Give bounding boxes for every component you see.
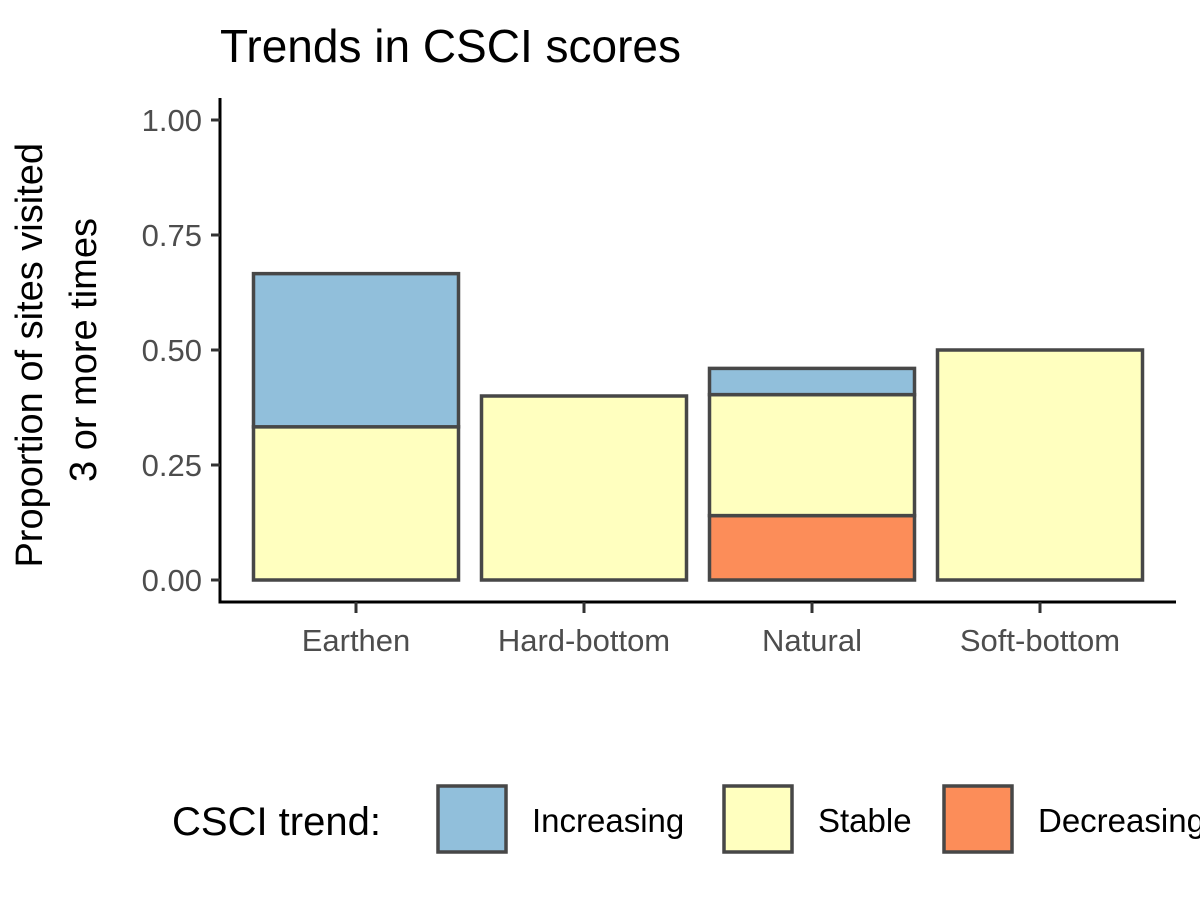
legend-label-increasing: Increasing xyxy=(532,802,684,839)
bar-natural-increasing xyxy=(707,366,917,397)
bar-earthen-stable xyxy=(251,425,461,582)
x-tick-label: Earthen xyxy=(302,623,411,658)
legend-item-increasing: Increasing xyxy=(436,784,684,854)
chart-title: Trends in CSCI scores xyxy=(220,20,681,72)
legend-item-stable: Stable xyxy=(722,784,912,854)
legend-key-stable xyxy=(722,784,794,854)
y-tick-label: 0.00 xyxy=(142,563,202,598)
legend-title: CSCI trend: xyxy=(172,800,381,844)
legend-label-stable: Stable xyxy=(818,802,912,839)
legend: CSCI trend: Increasing Stable Decreasing xyxy=(172,784,1200,854)
y-tick-label: 0.75 xyxy=(142,218,202,253)
x-tick-label: Hard-bottom xyxy=(498,623,670,658)
legend-key-decreasing xyxy=(942,784,1014,854)
y-axis-label-line-2: 3 or more times xyxy=(63,218,105,482)
legend-key-increasing xyxy=(436,784,508,854)
x-tick-label: Soft-bottom xyxy=(960,623,1120,658)
y-axis-label: Proportion of sites visited 3 or more ti… xyxy=(9,132,105,567)
y-tick-label: 0.50 xyxy=(142,333,202,368)
bar-hard-bottom-stable xyxy=(479,394,689,582)
plot-area: 0.00 0.25 0.50 0.75 1.00 Earthen Hard-bottom Na… xyxy=(142,98,1176,658)
bar-natural-decreasing xyxy=(707,513,917,582)
y-tick-label: 0.25 xyxy=(142,448,202,483)
legend-label-decreasing: Decreasing xyxy=(1038,802,1200,839)
legend-item-decreasing: Decreasing xyxy=(942,784,1200,854)
y-axis-label-line-1: Proportion of sites visited xyxy=(9,143,51,568)
y-tick-label: 1.00 xyxy=(142,103,202,138)
x-tick-label: Natural xyxy=(762,623,862,658)
bar-soft-bottom-stable xyxy=(935,348,1145,582)
bar-earthen-increasing xyxy=(251,271,461,429)
bar-natural-stable xyxy=(707,392,917,518)
